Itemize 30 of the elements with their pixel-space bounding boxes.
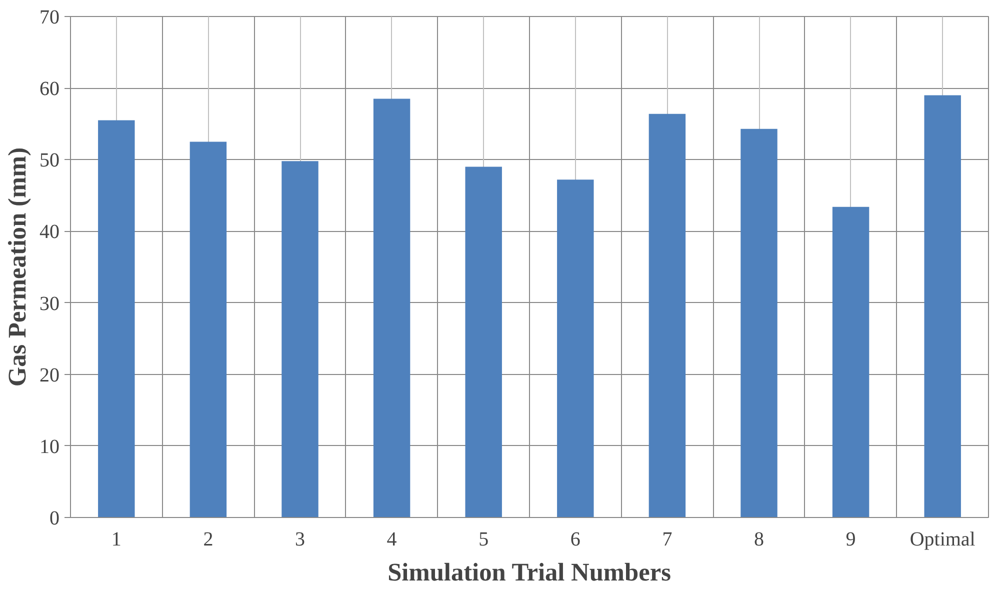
x-tick-label: 4 <box>386 528 397 550</box>
bar <box>465 166 502 518</box>
y-axis-title: Gas Permeation (mm) <box>4 147 32 387</box>
x-tick-label: 8 <box>754 528 764 550</box>
y-tick-label: 60 <box>40 78 60 100</box>
y-tick-label: 0 <box>50 508 60 530</box>
y-tick-label: 70 <box>40 6 60 28</box>
x-tick-label: 7 <box>662 528 672 550</box>
y-tick-label: 40 <box>40 221 60 244</box>
x-tick-label: 9 <box>846 528 856 550</box>
x-tick-label: 5 <box>478 528 489 550</box>
x-axis-title: Simulation Trial Numbers <box>388 558 672 586</box>
bar <box>924 95 961 518</box>
bar <box>832 206 870 518</box>
bar <box>373 98 410 518</box>
y-tick-label: 50 <box>40 150 60 172</box>
x-tick-label: 1 <box>111 528 122 550</box>
bar <box>190 142 227 518</box>
bar <box>648 114 686 518</box>
bar <box>557 180 594 518</box>
y-tick-label: 30 <box>40 292 60 315</box>
x-tick-label: Optimal <box>910 528 976 550</box>
bar <box>282 161 318 518</box>
y-tick-label: 20 <box>40 364 60 386</box>
bar <box>740 128 778 518</box>
bar <box>98 120 135 518</box>
y-tick-label: 10 <box>40 436 60 458</box>
x-tick-label: 6 <box>570 528 580 550</box>
x-tick-label: 3 <box>295 528 305 550</box>
x-tick-label: 2 <box>203 528 214 550</box>
